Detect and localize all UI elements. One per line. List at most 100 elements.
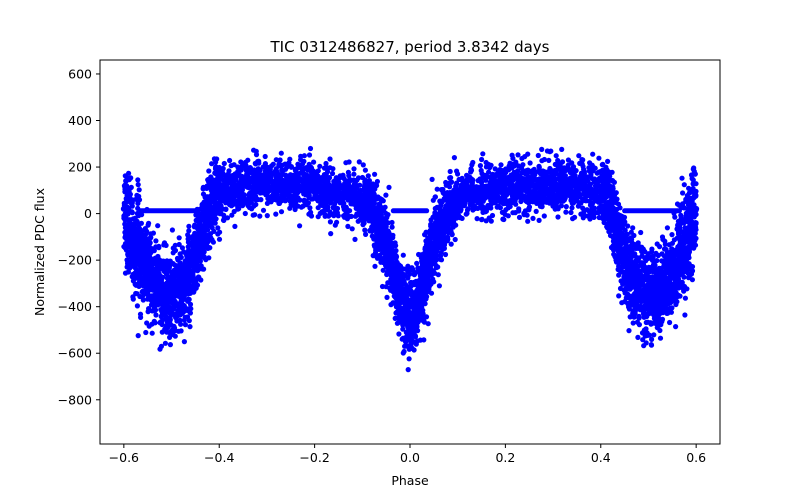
data-point (135, 231, 141, 237)
data-point (278, 150, 284, 156)
data-point (251, 147, 257, 153)
data-point (374, 255, 381, 261)
data-point (442, 239, 448, 246)
data-point (464, 184, 470, 190)
data-point (269, 193, 275, 199)
data-point (122, 270, 129, 276)
data-point (301, 153, 307, 159)
data-point (411, 347, 417, 353)
data-point (490, 171, 496, 177)
data-point (498, 162, 504, 168)
data-point (383, 214, 389, 221)
data-point (559, 146, 565, 152)
data-point (438, 257, 445, 263)
data-point (323, 160, 329, 167)
data-point (167, 320, 173, 326)
data-point (186, 228, 192, 234)
data-point (580, 205, 586, 211)
data-point (126, 205, 132, 211)
data-point (242, 210, 248, 217)
data-point (470, 159, 476, 166)
data-point (441, 229, 447, 235)
data-point (258, 197, 264, 203)
data-point (161, 267, 167, 273)
data-point (561, 197, 568, 203)
data-point (355, 218, 361, 224)
data-point (136, 187, 142, 193)
data-point (177, 317, 183, 323)
data-point (193, 279, 199, 285)
data-point (306, 192, 312, 198)
data-point (142, 226, 148, 232)
data-point (464, 207, 471, 213)
data-point (136, 197, 143, 203)
data-point (572, 192, 578, 198)
data-point (269, 163, 275, 169)
data-point (581, 174, 587, 181)
data-point (221, 212, 227, 218)
data-point (228, 163, 234, 169)
data-point (273, 211, 279, 217)
data-point (245, 157, 251, 163)
data-point (526, 200, 532, 206)
data-point (127, 217, 133, 223)
data-point (295, 195, 301, 201)
data-point (516, 208, 522, 214)
data-point (383, 220, 389, 226)
data-point (513, 201, 519, 207)
data-point (301, 158, 307, 164)
data-point (417, 286, 423, 292)
data-point (180, 294, 186, 300)
data-point (317, 163, 323, 169)
data-point (216, 164, 222, 171)
data-point (139, 212, 145, 218)
data-point (533, 208, 539, 214)
data-point (256, 158, 262, 164)
data-point (223, 206, 229, 212)
data-point (343, 204, 349, 210)
data-point (435, 272, 441, 278)
data-point (315, 205, 321, 211)
data-point (393, 243, 399, 249)
data-point (455, 171, 461, 177)
data-point (227, 157, 233, 164)
data-point (541, 156, 548, 163)
data-point (569, 205, 575, 211)
data-point (287, 205, 293, 211)
data-point (207, 245, 213, 251)
data-point (345, 169, 351, 175)
data-point (150, 230, 156, 236)
data-point (341, 175, 347, 181)
data-point (210, 239, 216, 245)
data-point (171, 323, 177, 329)
data-point (362, 177, 368, 183)
data-point (432, 194, 438, 200)
data-point (297, 223, 303, 229)
data-point (414, 260, 420, 266)
data-point (251, 203, 257, 209)
data-point (475, 199, 481, 205)
data-point (539, 204, 545, 210)
data-point (447, 168, 453, 175)
data-point (229, 212, 235, 218)
data-point (334, 219, 340, 225)
data-point (147, 235, 153, 241)
data-point (451, 155, 457, 161)
data-point (165, 325, 171, 331)
data-point (524, 212, 530, 218)
data-point (402, 286, 408, 292)
data-point (218, 198, 224, 204)
data-point (264, 213, 270, 219)
data-point (428, 281, 434, 287)
data-point (421, 319, 427, 325)
data-point (231, 208, 237, 215)
data-point (198, 229, 204, 235)
data-point (596, 155, 602, 161)
data-point (389, 224, 395, 230)
data-point (400, 350, 406, 356)
data-point (423, 296, 429, 302)
data-point (479, 216, 485, 222)
data-point (249, 190, 255, 196)
data-point (486, 215, 492, 221)
data-point (250, 212, 256, 218)
